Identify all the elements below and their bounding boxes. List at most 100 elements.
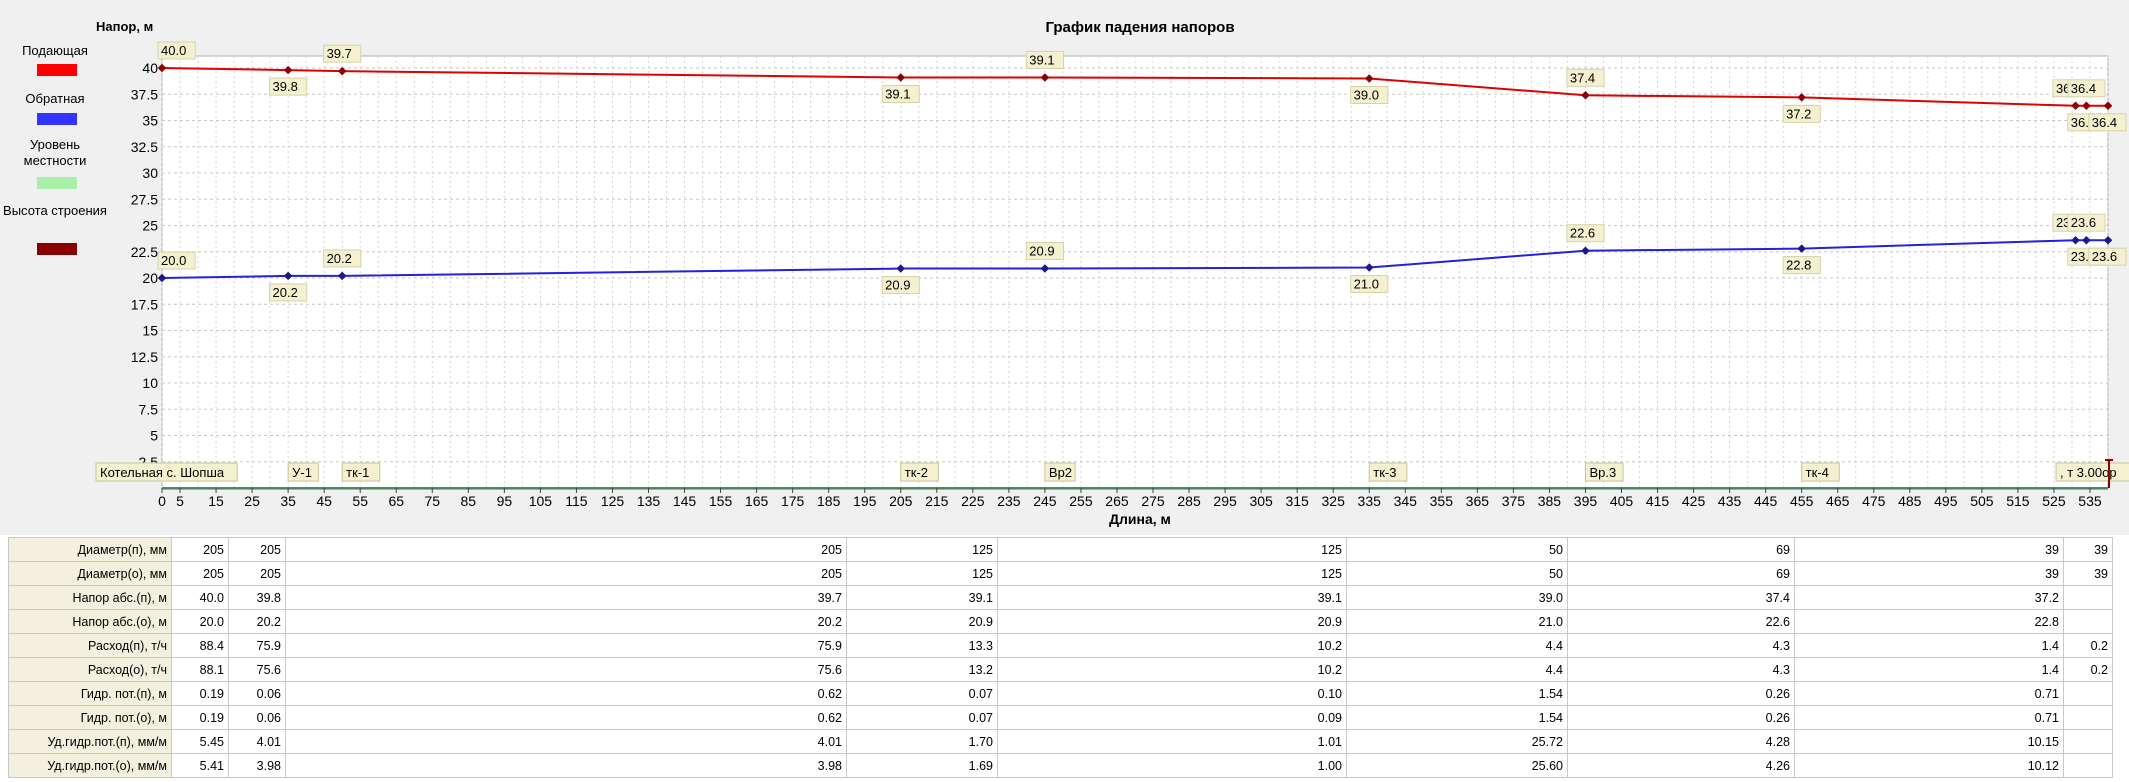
node-label: , т 3.00ор xyxy=(2060,465,2117,480)
x-tick-label: 285 xyxy=(1177,493,1201,509)
row-header: Уд.гидр.пот.(п), мм/м xyxy=(8,729,172,754)
table-cell: 0.71 xyxy=(1794,681,2064,706)
data-label: 20.9 xyxy=(1029,244,1054,259)
x-tick-label: 85 xyxy=(461,493,477,509)
table-cell: 25.72 xyxy=(1346,729,1568,754)
y-tick-label: 15 xyxy=(142,323,158,339)
table-cell xyxy=(2063,729,2113,754)
x-tick-label: 525 xyxy=(2042,493,2066,509)
x-tick-label: 185 xyxy=(817,493,841,509)
table-cell xyxy=(2063,609,2113,634)
row-header: Гидр. пот.(п), м xyxy=(8,681,172,706)
table-cell: 0.06 xyxy=(228,681,286,706)
table-cell: 10.12 xyxy=(1794,753,2064,778)
x-tick-label: 45 xyxy=(316,493,332,509)
node-label-box xyxy=(1368,462,1408,482)
data-label-box xyxy=(157,251,196,270)
table-cell: 39.1 xyxy=(846,585,998,610)
table-cell: 88.1 xyxy=(171,657,229,682)
data-label-box xyxy=(157,41,196,60)
head-loss-chart: График падения напоров 40 37.5 35 32.5 30 27.5… xyxy=(95,19,2129,527)
table-cell: 39 xyxy=(1794,561,2064,586)
table-cell: 0.07 xyxy=(846,705,998,730)
table-row: Диаметр(п), мм 205 205 205 125 125 50 69 39 39 xyxy=(8,537,2113,562)
table-cell: 22.8 xyxy=(1794,609,2064,634)
node-label-box xyxy=(95,462,238,482)
x-tick-label: 355 xyxy=(1430,493,1454,509)
table-cell: 20.0 xyxy=(171,609,229,634)
data-label-box xyxy=(1566,68,1605,87)
data-point xyxy=(1040,264,1050,273)
table-row: Уд.гидр.пот.(о), мм/м 5.41 3.98 3.98 1.69 1.0… xyxy=(8,753,2113,778)
y-tick-label: 27.5 xyxy=(131,191,158,207)
x-tick-label: 165 xyxy=(745,493,769,509)
y-tick-label: 32.5 xyxy=(131,139,158,155)
x-tick-label: 55 xyxy=(352,493,368,509)
table-cell: 50 xyxy=(1346,537,1568,562)
table-cell: 1.54 xyxy=(1346,681,1568,706)
x-tick-label: 95 xyxy=(497,493,513,509)
row-header: Уд.гидр.пот.(о), мм/м xyxy=(8,753,172,778)
data-label: 39.1 xyxy=(885,86,910,101)
table-cell: 10.15 xyxy=(1794,729,2064,754)
table-cell: 205 xyxy=(171,561,229,586)
data-label-box xyxy=(269,283,308,302)
table-row: Уд.гидр.пот.(п), мм/м 5.45 4.01 4.01 1.70 1.0… xyxy=(8,729,2113,754)
data-label-box xyxy=(1350,275,1389,293)
x-tick-label: 195 xyxy=(853,493,877,509)
x-tick-label: 15 xyxy=(208,493,224,509)
x-tick-label: 205 xyxy=(889,493,913,509)
row-header: Гидр. пот.(о), м xyxy=(8,705,172,730)
x-tick-label: 105 xyxy=(529,493,553,509)
legend-label-supply: Подающая xyxy=(22,43,88,58)
table-cell: 205 xyxy=(171,537,229,562)
x-tick-label: 495 xyxy=(1934,493,1958,509)
node-label: тк-4 xyxy=(1806,465,1829,480)
table-cell: 39.0 xyxy=(1346,585,1568,610)
y-tick-label: 30 xyxy=(142,165,158,181)
x-tick-label: 435 xyxy=(1718,493,1742,509)
x-tick-label: 475 xyxy=(1862,493,1886,509)
table-cell: 1.4 xyxy=(1794,657,2064,682)
x-tick-label: 405 xyxy=(1610,493,1634,509)
legend-swatch-return xyxy=(37,113,77,125)
data-label: 20.2 xyxy=(273,285,298,300)
table-cell: 69 xyxy=(1567,561,1795,586)
data-point xyxy=(283,271,293,281)
table-row: Расход(о), т/ч 88.1 75.6 75.6 13.2 10.2 4.4 4.3… xyxy=(8,657,2113,682)
x-tick-label: 235 xyxy=(997,493,1021,509)
node-label-box xyxy=(341,462,381,482)
table-row: Диаметр(о), мм 205 205 205 125 125 50 69 39 39 xyxy=(8,561,2113,586)
data-label: 39.7 xyxy=(327,46,352,61)
y-tick-label: 7.5 xyxy=(139,401,159,417)
table-cell: 0.19 xyxy=(171,681,229,706)
x-tick-label: 345 xyxy=(1394,493,1418,509)
x-tick-label: 325 xyxy=(1322,493,1346,509)
table-cell: 39.1 xyxy=(997,585,1347,610)
row-header: Диаметр(п), мм xyxy=(8,537,172,562)
table-cell: 39.7 xyxy=(285,585,847,610)
data-label-box xyxy=(1782,256,1821,275)
node-label-box xyxy=(1044,462,1076,482)
legend-label-return: Обратная xyxy=(25,91,85,106)
x-tick-label: 425 xyxy=(1682,493,1706,509)
table-cell: 75.9 xyxy=(228,633,286,658)
table-cell: 75.6 xyxy=(285,657,847,682)
node-label-box xyxy=(2055,462,2129,482)
table-cell: 75.9 xyxy=(285,633,847,658)
x-tick-label: 395 xyxy=(1574,493,1598,509)
data-label: 36.4 xyxy=(2071,81,2096,96)
table-cell: 4.01 xyxy=(228,729,286,754)
chart-area: Напор, м Подающая Обратная Уровень местн… xyxy=(0,0,2129,535)
x-tick-label: 275 xyxy=(1141,493,1165,509)
x-tick-label: 535 xyxy=(2078,493,2102,509)
table-cell: 0.26 xyxy=(1567,681,1795,706)
row-header: Расход(о), т/ч xyxy=(8,657,172,682)
data-label-box xyxy=(1350,86,1389,104)
table-cell: 0.09 xyxy=(997,705,1347,730)
table-cell: 4.26 xyxy=(1567,753,1795,778)
table-cell: 13.2 xyxy=(846,657,998,682)
table-cell: 125 xyxy=(846,537,998,562)
table-cell: 25.60 xyxy=(1346,753,1568,778)
table-cell: 4.4 xyxy=(1346,657,1568,682)
